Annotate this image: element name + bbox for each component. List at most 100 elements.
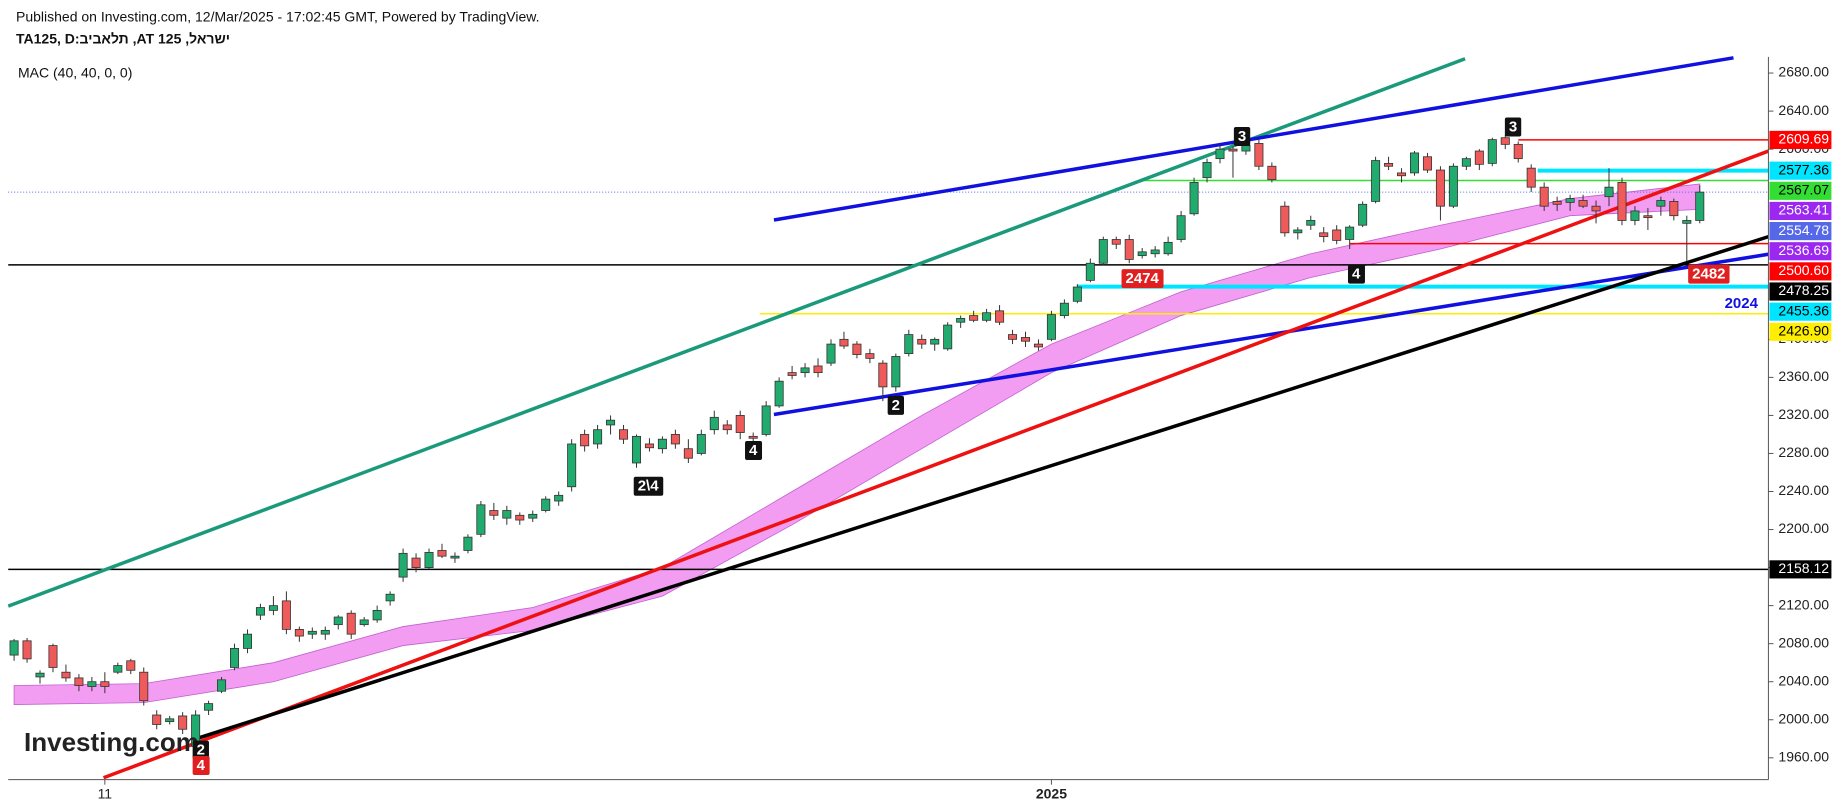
candle-body <box>126 660 136 671</box>
price-label: 2563.41 <box>1778 202 1829 218</box>
candle-body <box>35 672 45 678</box>
candle-body <box>1085 262 1095 281</box>
price-label-bg <box>1769 560 1832 579</box>
price-label: 2478.25 <box>1778 282 1829 298</box>
candle-body <box>606 419 616 426</box>
candle-body <box>722 424 732 431</box>
candle-body <box>554 494 564 502</box>
candle-body <box>644 443 654 449</box>
candle-body <box>930 338 940 345</box>
candle-body <box>152 714 162 725</box>
y-tick-label: 1960.00 <box>1778 749 1829 765</box>
candle-body <box>463 536 473 551</box>
candle-body <box>74 677 84 686</box>
price-label: 2455.36 <box>1778 302 1829 318</box>
candle-body <box>346 612 356 635</box>
candle-body <box>1656 200 1666 207</box>
candle-body <box>1461 158 1471 167</box>
candle-body <box>1384 162 1394 167</box>
candle-body <box>398 552 408 578</box>
price-label-bg <box>1769 222 1832 241</box>
candle-body <box>826 343 836 364</box>
candle-body <box>982 312 992 321</box>
candle-body <box>100 681 110 687</box>
candle-body <box>333 616 343 626</box>
price-label: 2500.60 <box>1778 262 1829 278</box>
annotation-box <box>1504 117 1522 137</box>
candle-body <box>1280 205 1290 234</box>
candle-body <box>1448 165 1458 207</box>
candle-body <box>1241 144 1251 152</box>
candle-body <box>774 380 784 407</box>
candle-body <box>1591 205 1601 212</box>
candle-body <box>709 416 719 431</box>
candle-body <box>1487 139 1497 164</box>
candle-body <box>1643 215 1653 219</box>
candle-body <box>1176 215 1186 240</box>
annotation-box <box>192 756 210 776</box>
price-label-bg <box>1769 201 1832 221</box>
symbol-title: TA125, D:ביבאלת ,AT 125 ,לארשי <box>16 31 230 47</box>
candle-body <box>670 434 680 445</box>
trend-line <box>773 56 1734 222</box>
candle-body <box>1098 239 1108 264</box>
annotation-box <box>1347 264 1365 284</box>
candle-body <box>813 365 823 374</box>
candle-body <box>61 671 71 679</box>
y-tick-label: 2240.00 <box>1778 482 1829 498</box>
candle-body <box>1552 201 1562 205</box>
candle-body <box>567 443 577 488</box>
candle-body <box>1072 286 1082 302</box>
candle-body <box>1124 239 1134 260</box>
candle-body <box>1682 220 1692 224</box>
y-tick-label: 2280.00 <box>1778 444 1829 460</box>
candle-body <box>1215 148 1225 160</box>
candle-body <box>1604 186 1614 198</box>
candle-body <box>1578 200 1588 207</box>
candle-body <box>1293 229 1303 234</box>
annotation-label: 2 <box>197 742 205 759</box>
candle-body <box>411 557 421 568</box>
candle-body <box>1513 143 1523 160</box>
candle-body <box>1371 160 1381 202</box>
y-tick-label: 2360.00 <box>1778 368 1829 384</box>
candle-body <box>800 367 810 374</box>
candle-body <box>619 429 629 440</box>
candle-body <box>48 645 58 668</box>
candle-body <box>1617 182 1627 221</box>
trend-line <box>773 252 1768 417</box>
candle-body <box>489 510 499 516</box>
price-label-bg <box>1769 262 1832 281</box>
candle-body <box>631 435 641 464</box>
annotation-label: 3 <box>1238 128 1246 145</box>
candle-body <box>1046 314 1056 340</box>
candle-body <box>580 434 590 447</box>
logo: Investing.com <box>24 727 199 757</box>
candle-body <box>1474 150 1484 165</box>
candle-body <box>1163 241 1173 255</box>
candle-body <box>139 671 149 702</box>
annotation-label: 2\4 <box>638 478 660 495</box>
candle-body <box>528 513 538 519</box>
annotation-box <box>1233 127 1251 147</box>
annotation-box <box>192 740 209 760</box>
candle-body <box>1435 169 1445 207</box>
trend-line <box>192 234 1768 742</box>
candle-body <box>1422 156 1432 171</box>
candle-body <box>852 343 862 355</box>
candle-body <box>995 310 1005 323</box>
candle-body <box>113 665 123 673</box>
candle-body <box>541 498 551 511</box>
candle-body <box>683 448 693 459</box>
candle-body <box>502 510 512 519</box>
candle-body <box>1539 186 1549 207</box>
candle-body <box>1228 148 1238 152</box>
candle-body <box>165 718 175 723</box>
candle-body <box>242 633 252 649</box>
y-tick-label: 2040.00 <box>1778 672 1829 688</box>
y-tick-label: 2080.00 <box>1778 634 1829 650</box>
price-label: 2567.07 <box>1778 182 1829 198</box>
candle-body <box>878 362 888 388</box>
